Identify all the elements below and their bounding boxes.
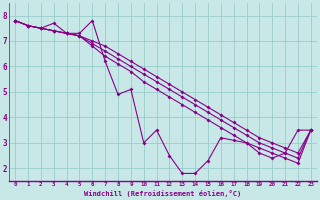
X-axis label: Windchill (Refroidissement éolien,°C): Windchill (Refroidissement éolien,°C)	[84, 190, 242, 197]
